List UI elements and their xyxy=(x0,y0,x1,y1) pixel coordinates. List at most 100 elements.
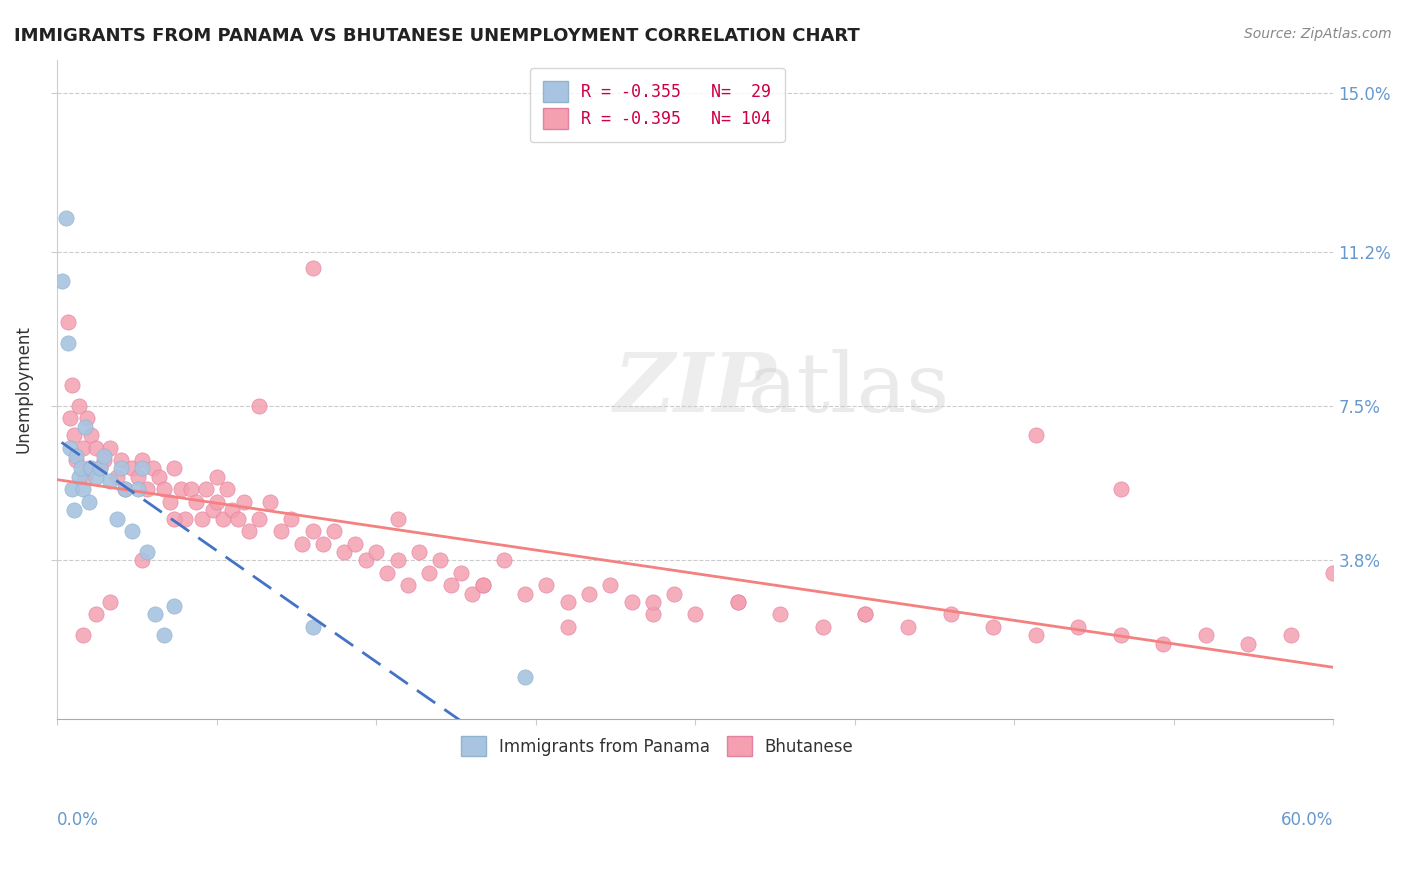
Point xyxy=(536,578,558,592)
Point xyxy=(557,620,579,634)
Point xyxy=(69,461,91,475)
Point xyxy=(217,483,239,497)
Point xyxy=(152,483,174,497)
Point xyxy=(212,511,235,525)
Point xyxy=(174,511,197,525)
Point xyxy=(159,495,181,509)
Point xyxy=(578,586,600,600)
Text: ZIP: ZIP xyxy=(614,349,776,429)
Point xyxy=(375,566,398,580)
Point xyxy=(247,399,270,413)
Point xyxy=(259,495,281,509)
Point xyxy=(1237,637,1260,651)
Point xyxy=(418,566,440,580)
Point xyxy=(84,470,107,484)
Point xyxy=(205,495,228,509)
Point xyxy=(897,620,920,634)
Point xyxy=(1025,628,1047,642)
Point xyxy=(163,511,186,525)
Point xyxy=(344,536,367,550)
Point xyxy=(121,524,143,538)
Point xyxy=(471,578,494,592)
Point xyxy=(450,566,472,580)
Text: 0.0%: 0.0% xyxy=(58,811,100,829)
Point xyxy=(163,599,186,614)
Point xyxy=(63,428,86,442)
Point xyxy=(233,495,256,509)
Y-axis label: Unemployment: Unemployment xyxy=(15,326,32,453)
Point xyxy=(55,211,77,226)
Point xyxy=(280,511,302,525)
Point xyxy=(1109,628,1132,642)
Point xyxy=(131,461,153,475)
Point xyxy=(226,511,249,525)
Point xyxy=(67,470,90,484)
Point xyxy=(515,586,537,600)
Point xyxy=(301,261,323,276)
Point xyxy=(641,595,664,609)
Point xyxy=(492,553,515,567)
Point xyxy=(620,595,643,609)
Point xyxy=(100,595,122,609)
Point xyxy=(89,461,111,475)
Point xyxy=(77,495,100,509)
Point xyxy=(322,524,344,538)
Point xyxy=(855,607,877,622)
Point xyxy=(855,607,877,622)
Point xyxy=(1025,428,1047,442)
Point xyxy=(110,461,132,475)
Text: IMMIGRANTS FROM PANAMA VS BHUTANESE UNEMPLOYMENT CORRELATION CHART: IMMIGRANTS FROM PANAMA VS BHUTANESE UNEM… xyxy=(14,27,860,45)
Legend: Immigrants from Panama, Bhutanese: Immigrants from Panama, Bhutanese xyxy=(454,730,860,764)
Point xyxy=(201,503,224,517)
Point xyxy=(60,483,83,497)
Point xyxy=(105,511,128,525)
Point xyxy=(135,545,157,559)
Text: Source: ZipAtlas.com: Source: ZipAtlas.com xyxy=(1244,27,1392,41)
Point xyxy=(387,553,409,567)
Point xyxy=(1322,566,1344,580)
Point xyxy=(221,503,243,517)
Point xyxy=(131,453,153,467)
Point xyxy=(291,536,314,550)
Point xyxy=(100,474,122,488)
Point xyxy=(163,461,186,475)
Text: atlas: atlas xyxy=(748,349,949,429)
Point xyxy=(93,453,115,467)
Point xyxy=(169,483,191,497)
Point xyxy=(396,578,419,592)
Point xyxy=(205,470,228,484)
Point xyxy=(80,461,103,475)
Point xyxy=(84,441,107,455)
Point xyxy=(247,511,270,525)
Point xyxy=(387,511,409,525)
Point xyxy=(1195,628,1218,642)
Point xyxy=(180,483,202,497)
Point xyxy=(59,411,82,425)
Point xyxy=(354,553,377,567)
Point xyxy=(110,453,132,467)
Point xyxy=(60,378,83,392)
Point xyxy=(599,578,621,592)
Point xyxy=(135,483,157,497)
Point xyxy=(1152,637,1174,651)
Point xyxy=(515,670,537,684)
Point xyxy=(191,511,214,525)
Point xyxy=(184,495,207,509)
Point xyxy=(440,578,463,592)
Point xyxy=(811,620,834,634)
Point xyxy=(65,453,87,467)
Point xyxy=(727,595,749,609)
Point xyxy=(56,336,79,351)
Point xyxy=(72,441,94,455)
Point xyxy=(114,483,136,497)
Point xyxy=(1279,628,1302,642)
Point xyxy=(685,607,707,622)
Point xyxy=(333,545,356,559)
Point xyxy=(312,536,335,550)
Point xyxy=(77,461,100,475)
Point xyxy=(471,578,494,592)
Point xyxy=(65,449,87,463)
Point xyxy=(461,586,484,600)
Point xyxy=(121,461,143,475)
Point xyxy=(142,461,165,475)
